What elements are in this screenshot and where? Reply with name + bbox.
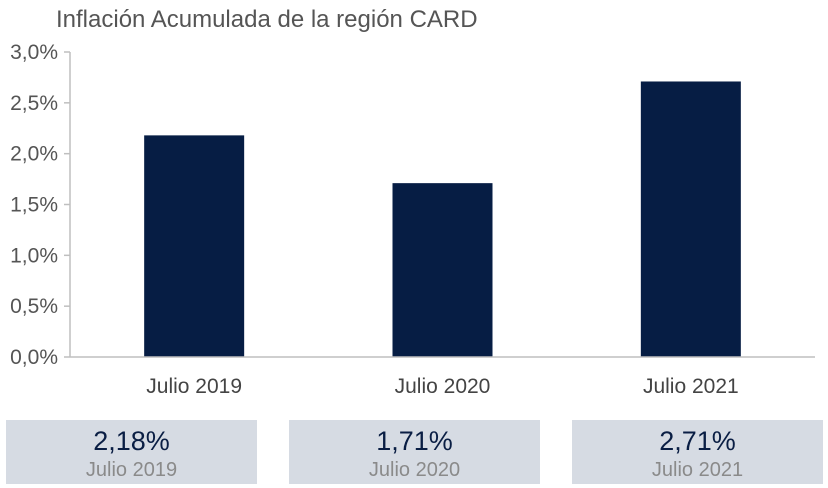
x-axis-labels: Julio 2019 Julio 2020 Julio 2021	[146, 375, 738, 398]
bar-1	[144, 135, 245, 357]
x-category-label: Julio 2019	[146, 375, 242, 398]
card-label: Julio 2019	[85, 459, 178, 481]
y-tick-label: 0,5%	[10, 295, 58, 318]
summary-card-2019: 2,18% Julio 2019	[6, 420, 257, 484]
chart-title: Inflación Acumulada de la región CARD	[56, 6, 478, 33]
x-category-label: Julio 2020	[395, 375, 491, 398]
bars-group	[144, 81, 741, 357]
y-tick-label: 3,0%	[10, 41, 58, 64]
y-tick-label: 0,0%	[10, 346, 58, 369]
y-tick-label: 1,5%	[10, 194, 58, 217]
card-value: 1,71%	[376, 426, 453, 456]
bar-3	[640, 81, 741, 357]
y-axis-ticks: 0,0% 0,5% 1,0% 1,5% 2,0% 2,5% 3,0%	[10, 41, 70, 369]
summary-card-2021: 2,71% Julio 2021	[572, 420, 823, 484]
y-tick-label: 1,0%	[10, 244, 58, 267]
card-label: Julio 2021	[651, 459, 744, 481]
y-tick-label: 2,0%	[10, 143, 58, 166]
card-value: 2,71%	[659, 426, 736, 456]
summary-card-2020: 1,71% Julio 2020	[289, 420, 540, 484]
bar-2	[392, 183, 493, 357]
y-tick-label: 2,5%	[10, 92, 58, 115]
card-label: Julio 2020	[368, 459, 461, 481]
x-category-label: Julio 2021	[643, 375, 739, 398]
card-value: 2,18%	[93, 426, 170, 456]
bar-chart: 0,0%0,5%1,0%1,5%2,0%2,5%3,0% Julio 2019 J…	[10, 41, 815, 398]
